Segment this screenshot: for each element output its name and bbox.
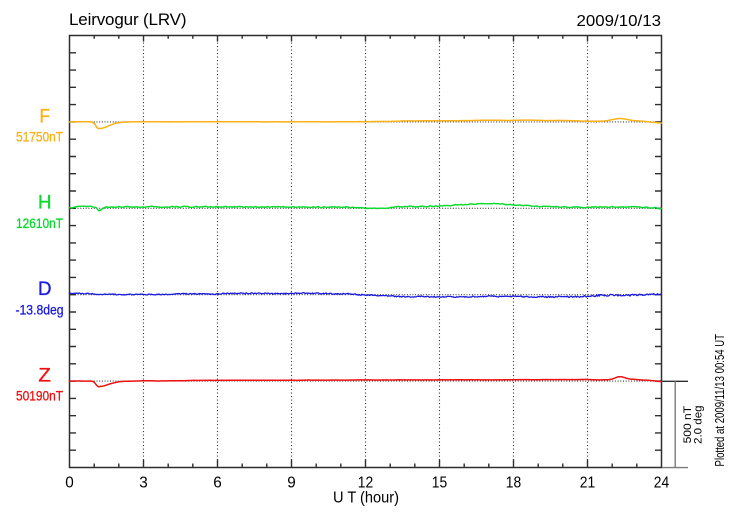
svg-text:0: 0 xyxy=(65,475,74,492)
svg-text:-13.8deg: -13.8deg xyxy=(16,301,64,317)
svg-text:3: 3 xyxy=(139,475,148,492)
svg-text:6: 6 xyxy=(213,475,222,492)
svg-text:18: 18 xyxy=(506,475,521,492)
svg-text:Plotted at 2009/11/13 00:54 UT: Plotted at 2009/11/13 00:54 UT xyxy=(712,334,727,467)
svg-text:12610nT: 12610nT xyxy=(16,215,63,231)
svg-text:15: 15 xyxy=(432,475,447,492)
svg-text:21: 21 xyxy=(580,475,595,492)
svg-text:Leirvogur (LRV): Leirvogur (LRV) xyxy=(69,10,187,29)
svg-text:D: D xyxy=(38,278,52,300)
svg-text:12: 12 xyxy=(358,475,373,492)
svg-text:H: H xyxy=(38,192,52,214)
svg-text:50190nT: 50190nT xyxy=(16,388,63,404)
svg-text:51750nT: 51750nT xyxy=(16,129,63,145)
svg-text:500 nT: 500 nT xyxy=(682,406,694,444)
svg-text:2009/10/13: 2009/10/13 xyxy=(577,13,662,30)
svg-text:2.0 deg: 2.0 deg xyxy=(693,405,705,444)
svg-text:9: 9 xyxy=(287,475,296,492)
svg-text:F: F xyxy=(39,105,50,127)
svg-text:24: 24 xyxy=(654,475,670,492)
svg-text:U T (hour): U T (hour) xyxy=(333,489,399,506)
svg-text:Z: Z xyxy=(38,365,51,387)
